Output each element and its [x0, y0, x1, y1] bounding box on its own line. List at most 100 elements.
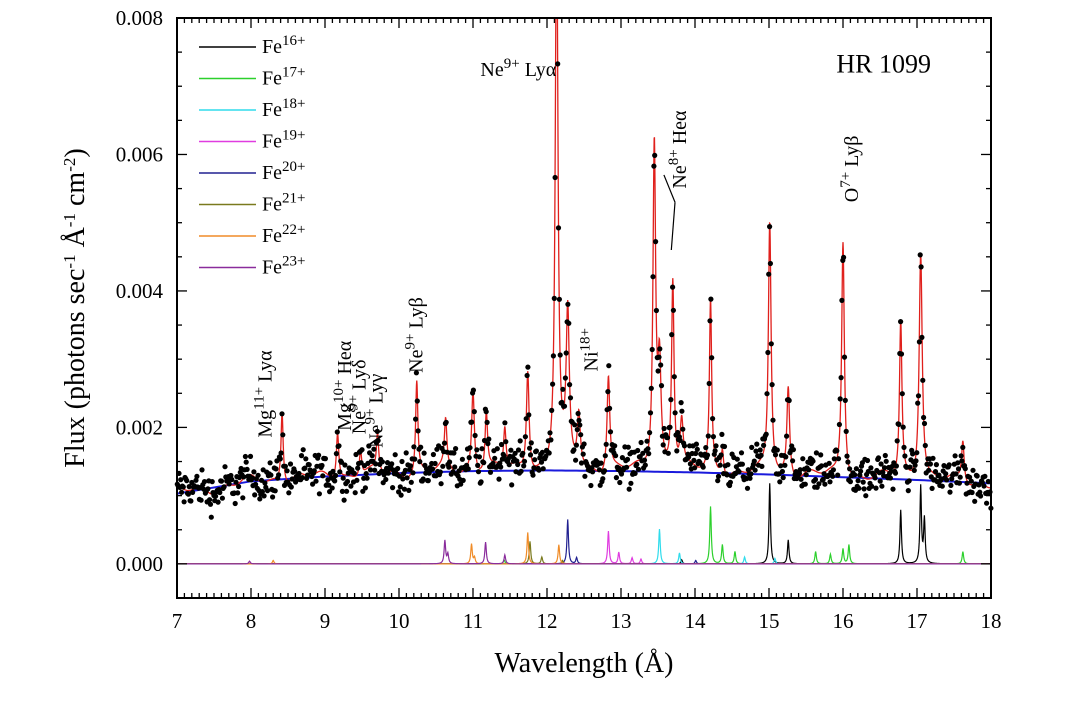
data-point — [322, 456, 328, 462]
data-point — [944, 477, 950, 483]
data-point — [901, 444, 907, 450]
data-point — [459, 456, 465, 462]
data-point — [964, 480, 970, 486]
data-point — [641, 457, 648, 463]
data-point — [401, 486, 408, 492]
annotation-ne9a: Ne9+ Lyα — [480, 56, 556, 81]
data-point — [501, 453, 507, 459]
data-point — [803, 472, 809, 478]
x-tick-label: 14 — [685, 609, 707, 633]
y-tick-label: 0.004 — [116, 279, 164, 303]
data-point — [241, 474, 247, 480]
annotation-leader — [343, 403, 352, 411]
data-point — [914, 450, 920, 456]
data-point — [336, 443, 342, 449]
data-point — [475, 469, 482, 475]
data-point — [647, 410, 654, 416]
data-point — [369, 453, 375, 459]
data-point — [547, 430, 553, 436]
data-point — [407, 463, 414, 469]
data-point — [706, 380, 712, 387]
data-point — [517, 438, 523, 444]
data-point — [603, 441, 609, 447]
data-point — [578, 460, 585, 466]
data-point — [830, 473, 836, 479]
legend-label: Fe21+ — [262, 191, 305, 216]
data-point — [218, 478, 225, 484]
data-point — [184, 478, 190, 484]
data-point — [865, 468, 871, 475]
data-point — [471, 409, 477, 415]
data-point — [782, 462, 788, 468]
data-point — [613, 453, 619, 459]
data-point — [766, 271, 772, 277]
data-point — [582, 473, 588, 479]
data-point — [930, 455, 936, 461]
data-point — [721, 443, 728, 450]
data-point — [655, 368, 661, 374]
data-point — [816, 481, 822, 487]
data-point — [561, 403, 568, 409]
y-tick-label: 0.000 — [116, 552, 163, 576]
data-point — [247, 453, 254, 459]
fe-model-20plus — [177, 519, 991, 565]
fe-model-18plus — [177, 529, 991, 565]
data-point — [845, 459, 851, 465]
data-point — [675, 429, 681, 436]
legend-ion: Fe — [262, 162, 282, 184]
annotation-charge: 10+ — [331, 380, 347, 403]
annotation-ion: Ne — [366, 424, 388, 447]
x-tick-label: 12 — [537, 609, 558, 633]
data-point — [748, 471, 754, 477]
data-point — [772, 452, 779, 458]
legend-label: Fe22+ — [262, 222, 305, 247]
data-point — [289, 476, 295, 482]
data-point — [712, 448, 718, 454]
data-point — [955, 460, 961, 466]
legend-charge: 23+ — [282, 254, 305, 270]
data-point — [481, 460, 487, 466]
data-point — [577, 422, 583, 428]
data-point — [550, 353, 557, 359]
data-point — [379, 459, 385, 465]
legend-charge: 18+ — [282, 96, 305, 112]
data-point — [418, 444, 424, 450]
data-point — [946, 462, 952, 468]
data-point — [344, 488, 350, 494]
data-point — [704, 452, 711, 458]
data-point — [653, 307, 660, 314]
data-point — [834, 448, 840, 454]
data-point — [668, 397, 674, 403]
data-point — [543, 453, 549, 459]
data-point — [198, 497, 204, 503]
data-point — [818, 452, 824, 458]
annotation-line: Lyδ — [349, 359, 371, 395]
data-point — [907, 464, 913, 470]
data-point — [933, 462, 940, 468]
data-point — [618, 471, 625, 477]
data-point — [300, 447, 306, 453]
annotation-mg11: Mg11+ Lyα — [252, 350, 277, 438]
data-point — [273, 466, 279, 472]
data-point — [415, 428, 421, 434]
legend-ion: Fe — [262, 36, 282, 58]
data-point — [691, 457, 697, 463]
data-point — [404, 475, 410, 481]
data-point — [658, 362, 664, 368]
annotation-line: Lyα — [255, 350, 277, 387]
fe-model-21plus — [177, 541, 991, 565]
data-point — [359, 447, 365, 453]
data-point — [872, 475, 878, 481]
data-point — [855, 478, 861, 484]
data-point — [497, 460, 503, 466]
data-point — [838, 375, 844, 381]
data-point — [607, 429, 614, 435]
data-point — [922, 442, 928, 449]
data-point — [638, 439, 644, 446]
data-point — [767, 224, 773, 230]
data-point — [869, 483, 875, 489]
data-point — [890, 486, 896, 492]
data-point — [563, 350, 569, 356]
data-point — [279, 411, 285, 417]
data-point — [255, 472, 261, 478]
